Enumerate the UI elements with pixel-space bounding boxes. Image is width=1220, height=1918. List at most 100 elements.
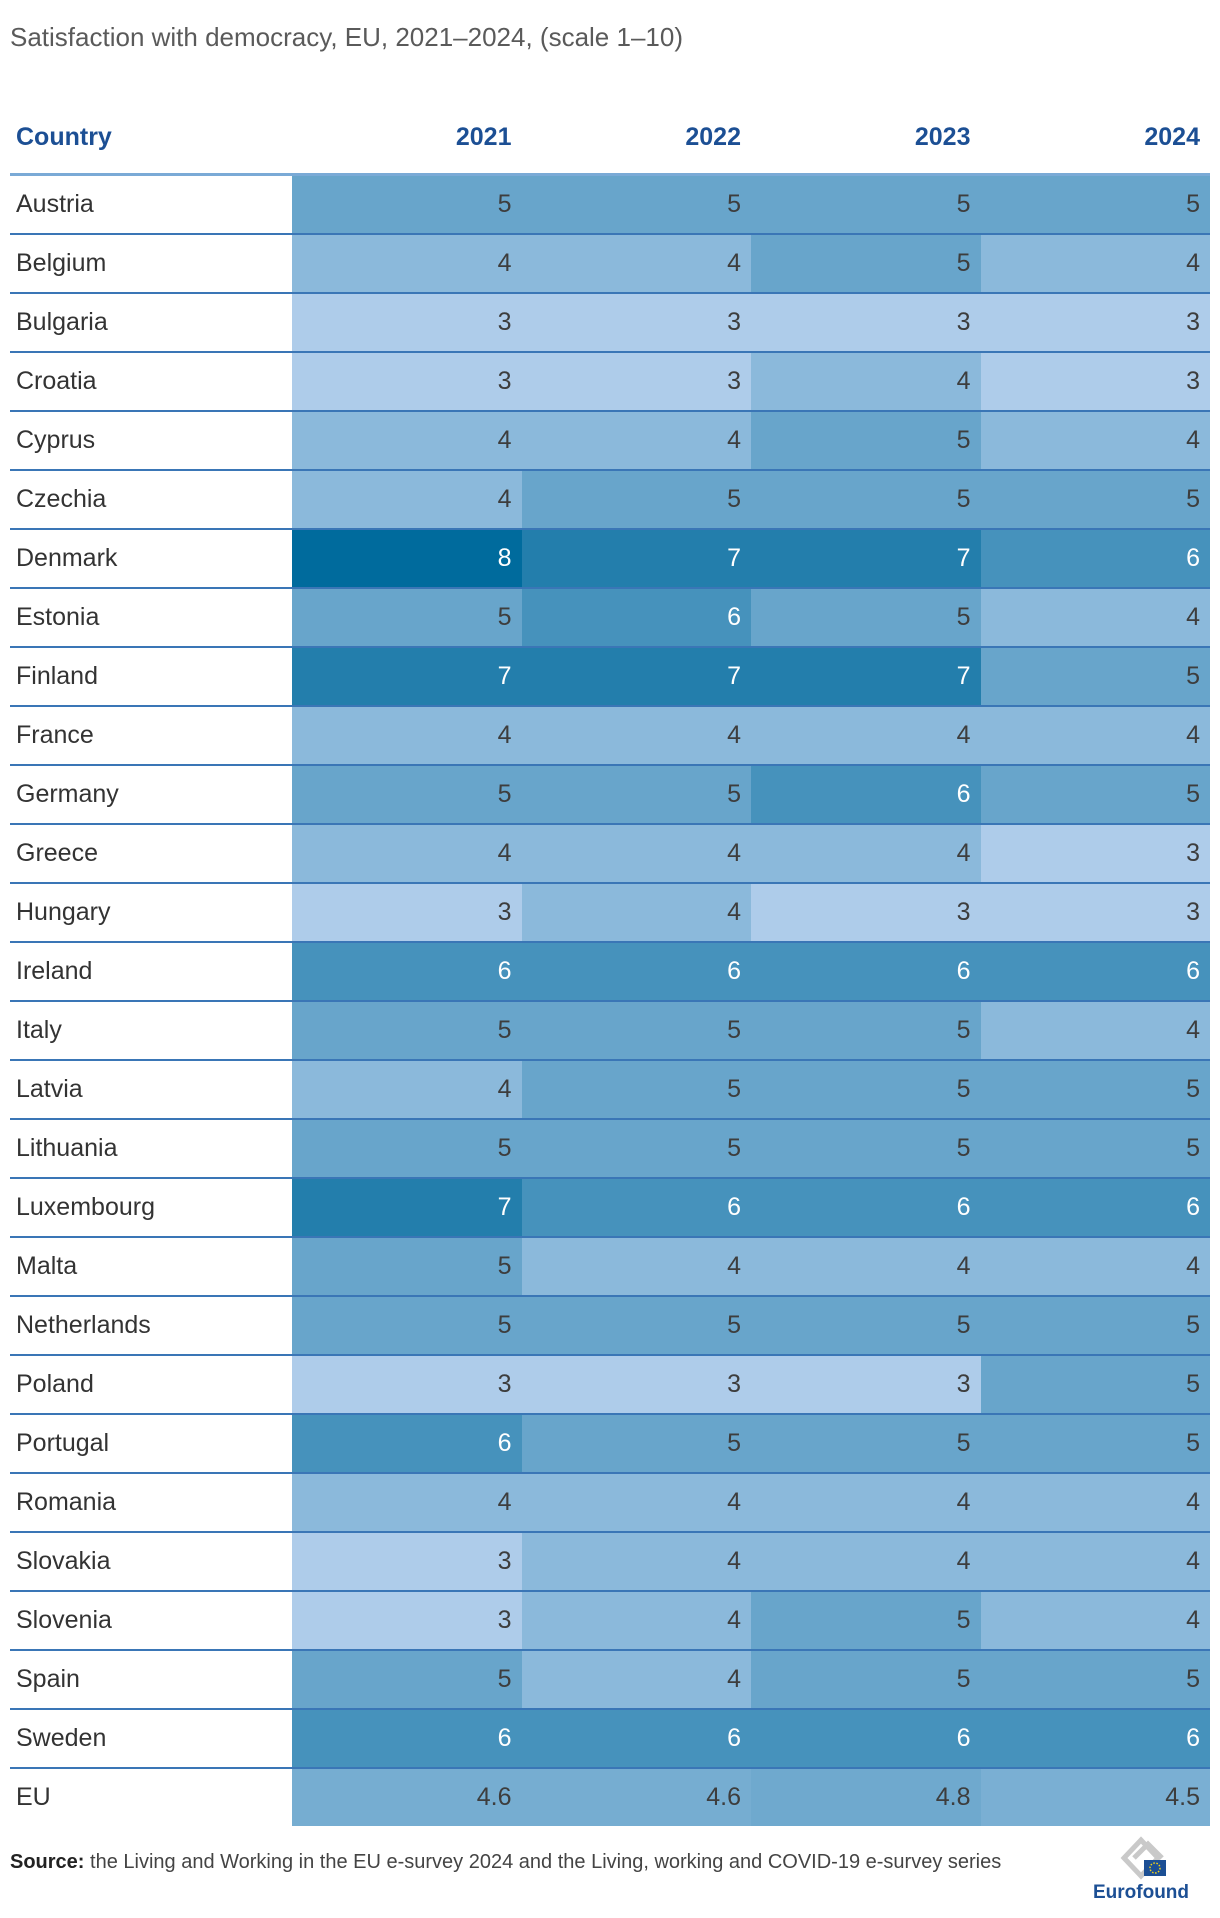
heatmap-cell: 5 (751, 1296, 981, 1356)
heatmap-cell: 6 (292, 1414, 522, 1474)
logo-wordmark: Eurofound (1092, 1882, 1190, 1903)
country-label: Netherlands (10, 1296, 292, 1356)
table-row: Denmark 8 7 7 6 (10, 529, 1210, 589)
country-label: Lithuania (10, 1119, 292, 1179)
table-row: Spain 5 4 5 5 (10, 1650, 1210, 1710)
heatmap-cell: 4.6 (521, 1768, 751, 1826)
table-row: Austria 5 5 5 5 (10, 174, 1210, 235)
heatmap-cell: 5 (292, 1001, 522, 1061)
heatmap-cell: 4 (980, 1237, 1210, 1297)
country-label: Luxembourg (10, 1178, 292, 1238)
heatmap-cell: 5 (521, 1296, 751, 1356)
eurofound-logo: Eurofound (1086, 1832, 1196, 1912)
heatmap-cell: 6 (751, 1178, 981, 1238)
heatmap-cell: 5 (751, 411, 981, 471)
heatmap-cell: 5 (751, 470, 981, 530)
heatmap-cell: 7 (292, 647, 522, 707)
table-row: Croatia 3 3 4 3 (10, 352, 1210, 412)
heatmap-cell: 4 (521, 824, 751, 884)
table-row: Greece 4 4 4 3 (10, 824, 1210, 884)
heatmap-body: Austria 5 5 5 5 Belgium 4 4 5 4 Bulgaria 3 3 3 3 Croati… (10, 174, 1210, 1826)
country-label: France (10, 706, 292, 766)
source-label: Source: (10, 1851, 85, 1873)
table-row: Lithuania 5 5 5 5 (10, 1119, 1210, 1179)
heatmap-cell: 4 (751, 1473, 981, 1533)
country-label: Poland (10, 1355, 292, 1415)
header-row: Country 2021 2022 2023 2024 (10, 108, 1210, 176)
table-row: Hungary 3 4 3 3 (10, 883, 1210, 943)
table-row: Sweden 6 6 6 6 (10, 1709, 1210, 1769)
heatmap-cell: 7 (521, 647, 751, 707)
heatmap-cell: 4 (521, 234, 751, 294)
country-label: Bulgaria (10, 293, 292, 353)
country-label: EU (10, 1768, 292, 1826)
heatmap-cell: 4.5 (980, 1768, 1210, 1826)
heatmap-cell: 5 (751, 1650, 981, 1710)
heatmap-cell: 6 (292, 942, 522, 1002)
heatmap-cell: 3 (980, 883, 1210, 943)
heatmap-cell: 5 (292, 1650, 522, 1710)
heatmap-cell: 4 (980, 411, 1210, 471)
heatmap-cell: 3 (292, 352, 522, 412)
heatmap-cell: 4 (980, 1532, 1210, 1592)
table-row: Czechia 4 5 5 5 (10, 470, 1210, 530)
heatmap-cell: 4 (292, 234, 522, 294)
source-note: Source: the Living and Working in the EU… (10, 1848, 1040, 1877)
heatmap-cell: 3 (292, 883, 522, 943)
table-row: Slovakia 3 4 4 4 (10, 1532, 1210, 1592)
heatmap-cell: 6 (521, 1709, 751, 1769)
heatmap-cell: 4 (292, 824, 522, 884)
table-row: Cyprus 4 4 5 4 (10, 411, 1210, 471)
heatmap-cell: 7 (521, 529, 751, 589)
heatmap-cell: 4 (980, 588, 1210, 648)
country-label: Slovenia (10, 1591, 292, 1651)
heatmap-cell: 4 (292, 1473, 522, 1533)
heatmap-cell: 5 (980, 1296, 1210, 1356)
heatmap-cell: 3 (751, 883, 981, 943)
heatmap-cell: 5 (751, 588, 981, 648)
heatmap-cell: 3 (751, 293, 981, 353)
heatmap-cell: 7 (292, 1178, 522, 1238)
heatmap-cell: 4 (521, 411, 751, 471)
country-label: Slovakia (10, 1532, 292, 1592)
country-label: Portugal (10, 1414, 292, 1474)
heatmap-cell: 5 (980, 765, 1210, 825)
table-row: Estonia 5 6 5 4 (10, 588, 1210, 648)
source-text: the Living and Working in the EU e-surve… (84, 1851, 1002, 1873)
country-label: Finland (10, 647, 292, 707)
heatmap-cell: 3 (521, 1355, 751, 1415)
heatmap-cell: 3 (292, 1591, 522, 1651)
heatmap-cell: 3 (980, 293, 1210, 353)
heatmap-cell: 4.8 (751, 1768, 981, 1826)
heatmap-cell: 4 (751, 824, 981, 884)
country-label: Ireland (10, 942, 292, 1002)
heatmap-cell: 4 (751, 706, 981, 766)
heatmap-cell: 3 (292, 1355, 522, 1415)
country-label: Greece (10, 824, 292, 884)
table-row: Romania 4 4 4 4 (10, 1473, 1210, 1533)
heatmap-cell: 8 (292, 529, 522, 589)
heatmap-cell: 5 (980, 174, 1210, 235)
heatmap-cell: 4 (521, 1591, 751, 1651)
heatmap-cell: 4 (521, 1650, 751, 1710)
heatmap-cell: 5 (292, 765, 522, 825)
heatmap-cell: 5 (521, 174, 751, 235)
table-row: Portugal 6 5 5 5 (10, 1414, 1210, 1474)
country-label: Estonia (10, 588, 292, 648)
heatmap-cell: 5 (292, 588, 522, 648)
heatmap-cell: 5 (980, 1355, 1210, 1415)
heatmap-cell: 5 (521, 1414, 751, 1474)
heatmap-cell: 3 (292, 1532, 522, 1592)
heatmap-cell: 6 (521, 588, 751, 648)
heatmap-cell: 6 (751, 1709, 981, 1769)
heatmap-cell: 3 (751, 1355, 981, 1415)
table-row: Netherlands 5 5 5 5 (10, 1296, 1210, 1356)
country-label: Denmark (10, 529, 292, 589)
heatmap-cell: 6 (980, 1178, 1210, 1238)
country-column-header: Country (10, 108, 292, 176)
country-label: Austria (10, 174, 292, 235)
heatmap-cell: 4 (751, 352, 981, 412)
table-row: Belgium 4 4 5 4 (10, 234, 1210, 294)
heatmap-cell: 3 (980, 352, 1210, 412)
heatmap-cell: 5 (751, 234, 981, 294)
